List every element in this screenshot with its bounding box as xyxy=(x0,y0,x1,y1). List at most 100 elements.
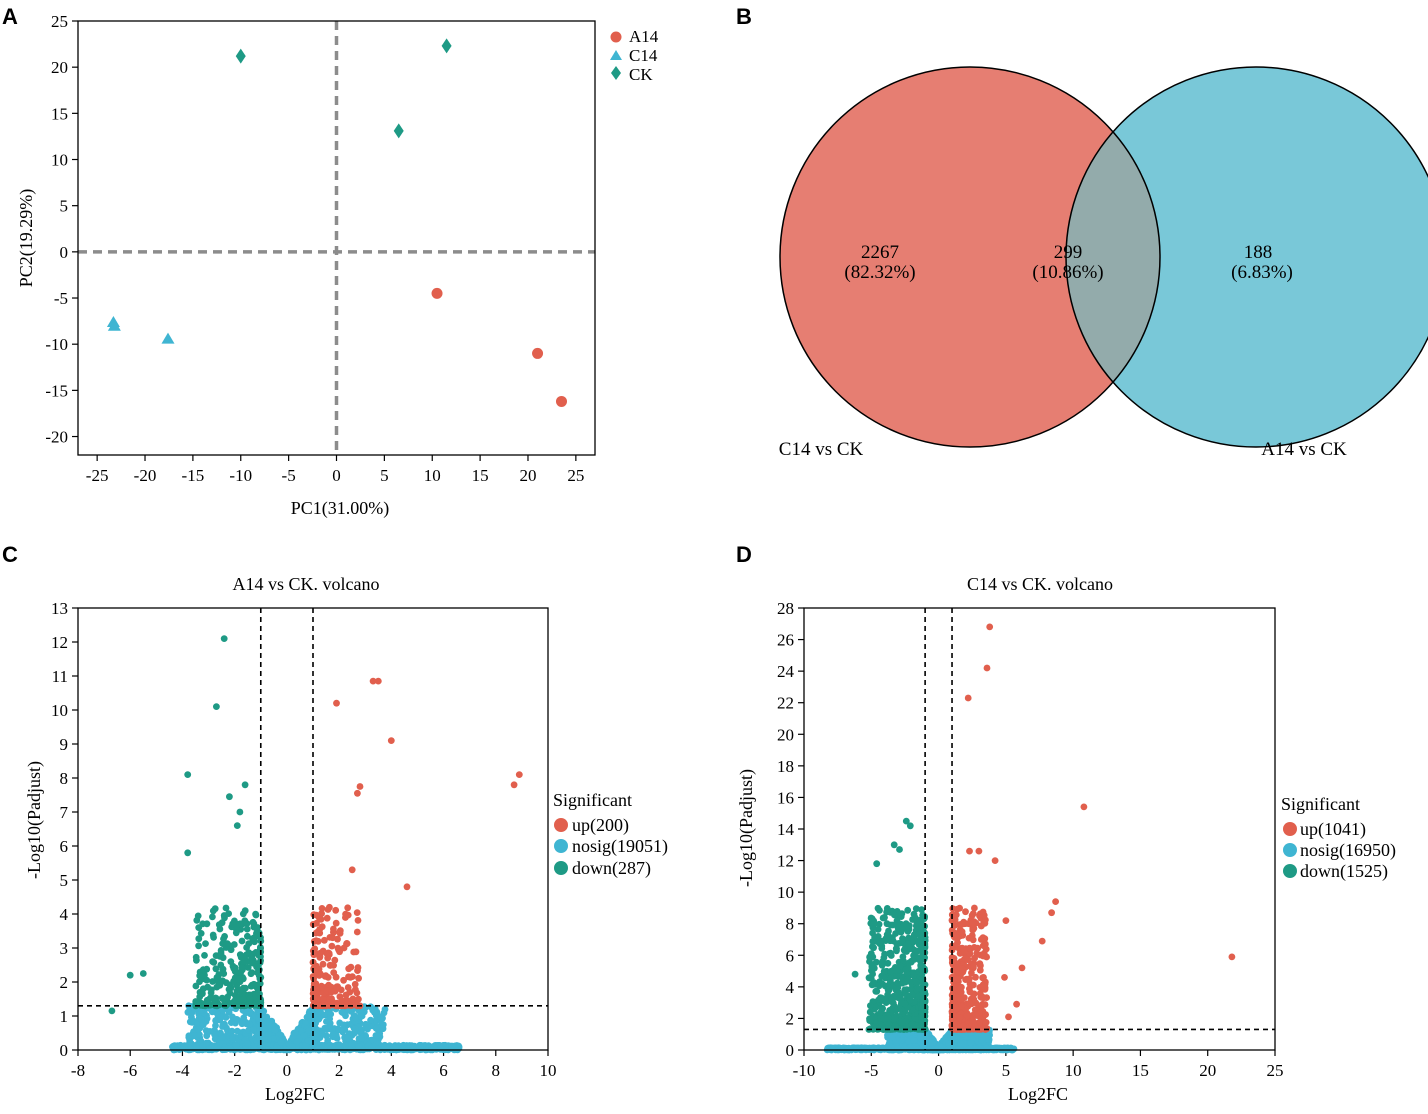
pca-y-tick-label: 20 xyxy=(51,58,68,77)
volcano-c-point-down xyxy=(209,958,217,965)
volcano-c-point-up xyxy=(352,948,360,956)
volcano-d-x-tick-label: 15 xyxy=(1132,1061,1149,1080)
volcano-c-point-up xyxy=(330,925,337,933)
volcano-d-point-up xyxy=(979,908,987,916)
volcano-d-point-down xyxy=(887,968,895,975)
volcano-d-point-up xyxy=(953,933,960,941)
venn-overlap-pct: (10.86%) xyxy=(1032,262,1103,283)
volcano-c-point-up xyxy=(349,995,357,1003)
volcano-d-point-down xyxy=(870,920,878,928)
volcano-c-x-tick-label: 8 xyxy=(492,1061,501,1080)
pca-point-ck xyxy=(235,48,246,64)
volcano-d-x-axis-label: Log2FC xyxy=(1008,1084,1068,1104)
volcano-c-point-down xyxy=(245,940,253,947)
volcano-c-y-tick-label: 3 xyxy=(60,939,69,958)
volcano-d-point-down xyxy=(889,921,897,929)
volcano-d-point-up xyxy=(958,965,966,973)
volcano-c-point-down xyxy=(249,918,257,926)
volcano-c-point-nosig xyxy=(301,1042,309,1050)
volcano-c-point-down xyxy=(249,950,257,958)
volcano-d-point-up xyxy=(979,974,986,982)
volcano-c-y-tick-label: 0 xyxy=(60,1041,69,1060)
volcano-d-point-down xyxy=(867,950,875,958)
volcano-c-point-down xyxy=(249,935,256,942)
volcano-c-point-up xyxy=(326,995,334,1003)
volcano-d-point-up xyxy=(972,1012,980,1019)
volcano-c-point-up xyxy=(328,988,335,996)
volcano-d-point-up xyxy=(957,984,965,992)
volcano-d-point-up xyxy=(979,993,987,1001)
volcano-c-point-nosig xyxy=(355,1043,363,1050)
volcano-c-point-up xyxy=(510,781,518,789)
panel-b: B 2267 (82.32%) 299 (10.86%) 188 (6.83%)… xyxy=(736,4,1428,460)
volcano-c-point-down xyxy=(235,975,243,983)
volcano-d-point-up xyxy=(951,943,959,951)
volcano-d-point-down xyxy=(880,954,888,962)
volcano-d-point-up xyxy=(979,952,987,960)
volcano-c-point-nosig xyxy=(257,1042,265,1050)
volcano-d-point-up xyxy=(956,1014,963,1022)
pca-y-tick-label: 0 xyxy=(60,243,69,262)
volcano-d-point-down xyxy=(919,1000,926,1008)
volcano-d-point-down xyxy=(892,945,900,952)
volcano-d-point-down xyxy=(880,1015,888,1023)
volcano-d-point-down xyxy=(896,846,903,853)
volcano-d-point-up xyxy=(971,1023,979,1031)
volcano-d-point-down xyxy=(876,938,884,946)
volcano-d-point-down xyxy=(910,971,918,979)
volcano-c-point-nosig xyxy=(381,1043,389,1050)
volcano-c-point-up xyxy=(343,940,351,947)
volcano-d-frame xyxy=(803,607,1276,1051)
volcano-c-point-nosig xyxy=(222,1014,230,1021)
volcano-c-point-nosig xyxy=(186,1039,194,1046)
volcano-c-point-nosig xyxy=(206,1028,214,1035)
volcano-d-point-nosig xyxy=(956,1045,964,1053)
volcano-d-point-down xyxy=(867,1002,874,1010)
volcano-d-point-up xyxy=(962,908,969,916)
volcano-c-point-down xyxy=(230,977,238,985)
volcano-c-point-nosig xyxy=(335,1026,343,1033)
volcano-d-point-up xyxy=(969,919,977,927)
volcano-d-point-up xyxy=(986,623,994,631)
volcano-d-point-down xyxy=(906,822,914,830)
volcano-c-point-nosig xyxy=(233,1027,241,1035)
volcano-c-point-nosig xyxy=(373,1032,381,1039)
volcano-d-point-down xyxy=(897,996,905,1003)
volcano-c-point-up xyxy=(316,970,324,978)
volcano-d-point-down xyxy=(895,973,902,980)
volcano-d-legend-marker-down xyxy=(1283,864,1297,878)
volcano-c-y-tick-label: 2 xyxy=(60,973,69,992)
legend-marker-c14 xyxy=(610,50,622,60)
panel-a: A -25 -20 -15 -10 -5 0 5 10 15 20 25-20-15-10-5051… xyxy=(2,4,659,519)
venn-circle-c14-vs-ck xyxy=(780,67,1160,447)
volcano-d-point-down xyxy=(872,1004,879,1011)
volcano-c-point-down xyxy=(236,987,244,994)
pca-y-tick-label: 15 xyxy=(51,104,68,123)
volcano-c-point-up xyxy=(335,1002,343,1010)
volcano-d-point-up xyxy=(1001,974,1008,981)
volcano-c-point-nosig xyxy=(367,1016,374,1024)
volcano-d-point-up xyxy=(1080,803,1088,811)
pca-point-ck xyxy=(393,123,404,139)
pca-y-tick-label: 10 xyxy=(51,151,68,170)
volcano-c-point-nosig xyxy=(238,1020,246,1028)
volcano-d-y-tick-label: 4 xyxy=(786,978,795,997)
volcano-c-x-axis-label: Log2FC xyxy=(265,1084,325,1104)
volcano-d-point-down xyxy=(920,1013,928,1021)
volcano-c-x-tick-label: 0 xyxy=(283,1061,292,1080)
volcano-d-point-up xyxy=(966,950,974,958)
volcano-c-point-down xyxy=(184,849,192,857)
volcano-d-point-down xyxy=(913,919,921,927)
volcano-c-point-down xyxy=(239,996,247,1003)
volcano-c-y-tick-label: 6 xyxy=(60,837,69,856)
volcano-d-point-up xyxy=(958,928,966,935)
volcano-c-point-down xyxy=(196,993,204,1001)
volcano-c-point-down xyxy=(253,963,260,971)
volcano-d-point-up xyxy=(979,981,987,988)
volcano-d-y-tick-label: 16 xyxy=(777,788,794,807)
volcano-d-point-down xyxy=(868,963,876,971)
volcano-d-point-up xyxy=(991,857,999,864)
volcano-d-point-nosig xyxy=(905,1038,913,1045)
volcano-c-point-nosig xyxy=(181,1042,189,1050)
volcano-c-point-up xyxy=(344,984,352,991)
